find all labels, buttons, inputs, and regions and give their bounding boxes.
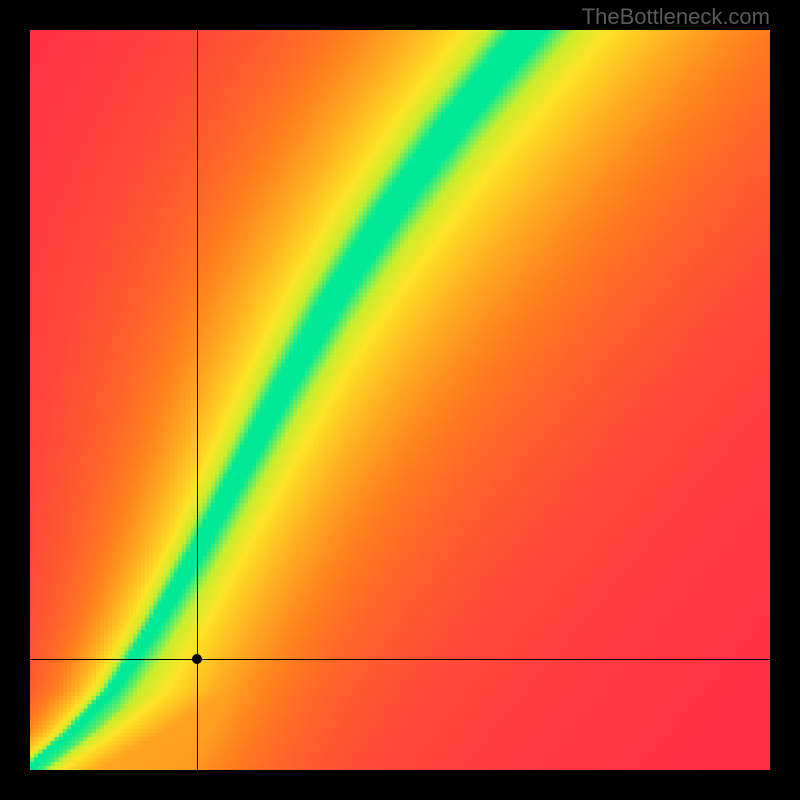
watermark-text: TheBottleneck.com <box>582 4 770 30</box>
crosshair-horizontal <box>30 659 770 660</box>
crosshair-marker-dot <box>192 654 202 664</box>
bottleneck-heatmap <box>30 30 770 770</box>
